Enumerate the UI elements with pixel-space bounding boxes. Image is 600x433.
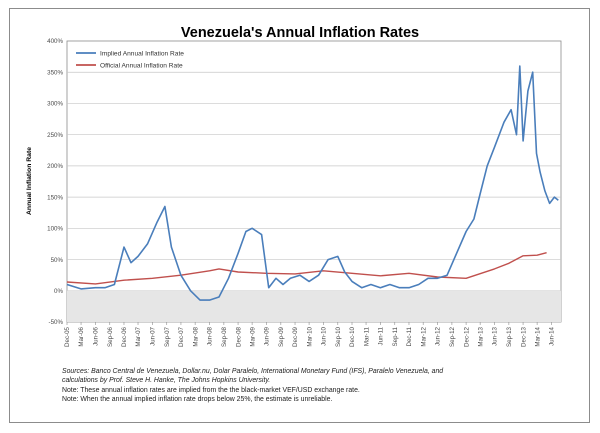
x-tick-label: Dec-05 <box>64 326 71 347</box>
y-axis-ticks: -50% 0% 50% 100% 150% 200% 250% 300% 350% 400% <box>47 38 63 326</box>
x-tick-label: Mar-07 <box>135 326 142 346</box>
note-exchange-rate: Note: These annual inflation rates are i… <box>62 386 360 394</box>
chart-title: Venezuela's Annual Inflation Rates <box>181 25 419 41</box>
x-tick-label: Dec-12 <box>463 326 470 347</box>
y-tick-label: 0% <box>54 288 63 295</box>
x-tick-label: Mar-11 <box>363 326 370 346</box>
series-lines <box>66 65 559 301</box>
x-tick-label: Sep-06 <box>107 326 114 347</box>
x-tick-label: Jun-10 <box>321 326 328 345</box>
y-tick-label: 200% <box>47 163 63 170</box>
legend: Implied Annual Inflation Rate Official An… <box>76 50 184 69</box>
series-line-official <box>66 252 547 285</box>
y-tick-label: 150% <box>47 194 63 201</box>
x-tick-label: Dec-07 <box>178 326 185 347</box>
y-tick-label: 400% <box>47 38 63 45</box>
x-tick-label: Dec-08 <box>235 326 242 347</box>
sources-note-cont: calculations by Prof. Steve H. Hanke, Th… <box>62 377 271 385</box>
footnotes: Sources: Banco Central de Venezuela, Dol… <box>62 367 582 404</box>
x-tick-label: Dec-11 <box>406 326 413 346</box>
y-tick-label: 50% <box>51 257 64 264</box>
x-tick-label: Mar-12 <box>420 326 427 346</box>
series-line-implied <box>66 65 559 301</box>
plot-border <box>66 40 562 323</box>
y-tick-label: 250% <box>47 132 63 139</box>
sources-note: Sources: Banco Central de Venezuela, Dol… <box>62 368 444 375</box>
y-tick-label: 350% <box>47 69 63 76</box>
y-tick-label: -50% <box>49 319 64 326</box>
x-tick-label: Dec-10 <box>349 326 356 347</box>
x-tick-label: Mar-09 <box>249 326 256 346</box>
x-tick-label: Sep-08 <box>221 326 228 347</box>
x-tick-label: Sep-13 <box>506 326 513 347</box>
legend-label: Official Annual Inflation Rate <box>100 62 183 69</box>
x-tick-label: Sep-10 <box>335 326 342 347</box>
y-tick-label: 300% <box>47 101 63 108</box>
x-tick-label: Jun-13 <box>492 326 499 345</box>
x-tick-label: Jun-14 <box>549 326 556 345</box>
y-axis-label: Annual Inflation Rate <box>26 147 33 215</box>
x-tick-label: Sep-12 <box>449 326 456 347</box>
x-tick-label: Mar-06 <box>78 326 85 346</box>
x-tick-label: Dec-13 <box>520 326 527 347</box>
x-tick-label: Jun-12 <box>435 326 442 345</box>
x-tick-label: Sep-11 <box>392 326 399 346</box>
x-tick-label: Jun-06 <box>93 326 100 345</box>
plot-area <box>66 40 562 323</box>
x-tick-label: Dec-09 <box>292 326 299 347</box>
x-tick-label: Jun-11 <box>378 326 385 345</box>
x-tick-label: Jun-08 <box>207 326 214 345</box>
x-tick-label: Mar-08 <box>192 326 199 346</box>
negative-region <box>67 290 561 322</box>
x-tick-label: Jun-09 <box>264 326 271 345</box>
x-tick-label: Sep-09 <box>278 326 285 347</box>
y-tick-label: 100% <box>47 226 63 233</box>
x-tick-label: Sep-07 <box>164 326 171 347</box>
x-tick-label: Jun-07 <box>150 326 157 345</box>
x-axis-ticks: Dec-05 Mar-06 Jun-06 Sep-06 Dec-06 Mar-07 Jun-… <box>64 322 556 347</box>
x-tick-label: Mar-14 <box>534 326 541 346</box>
legend-label: Implied Annual Inflation Rate <box>100 50 184 57</box>
note-unreliable: Note: When the annual implied inflation … <box>62 395 333 403</box>
x-tick-label: Mar-13 <box>477 326 484 346</box>
x-tick-label: Dec-06 <box>121 326 128 347</box>
grid-lines <box>67 71 561 322</box>
x-tick-label: Mar-10 <box>306 326 313 346</box>
